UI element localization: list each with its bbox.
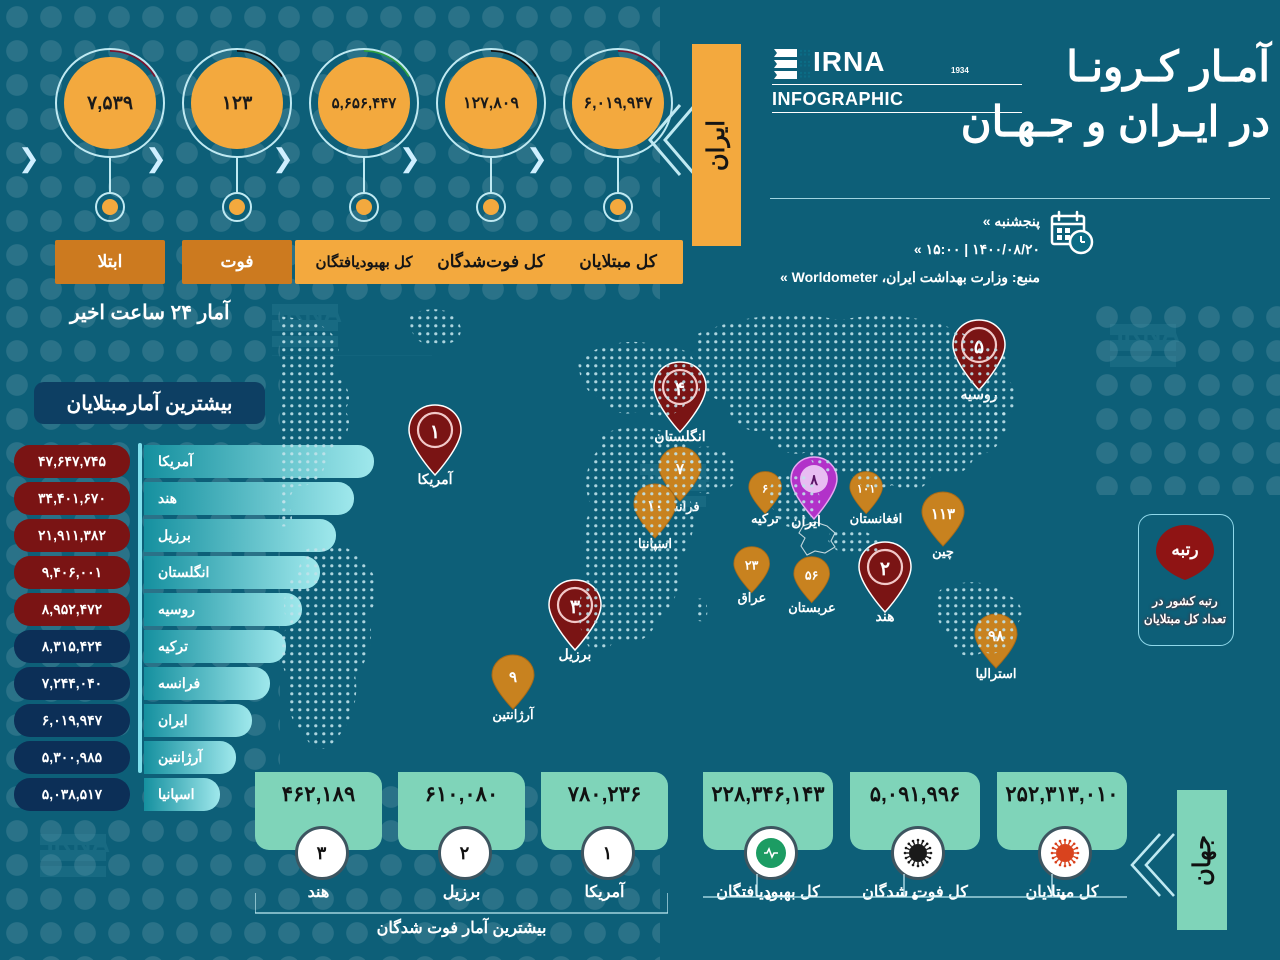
svg-text:IRNA: IRNA bbox=[46, 830, 110, 858]
